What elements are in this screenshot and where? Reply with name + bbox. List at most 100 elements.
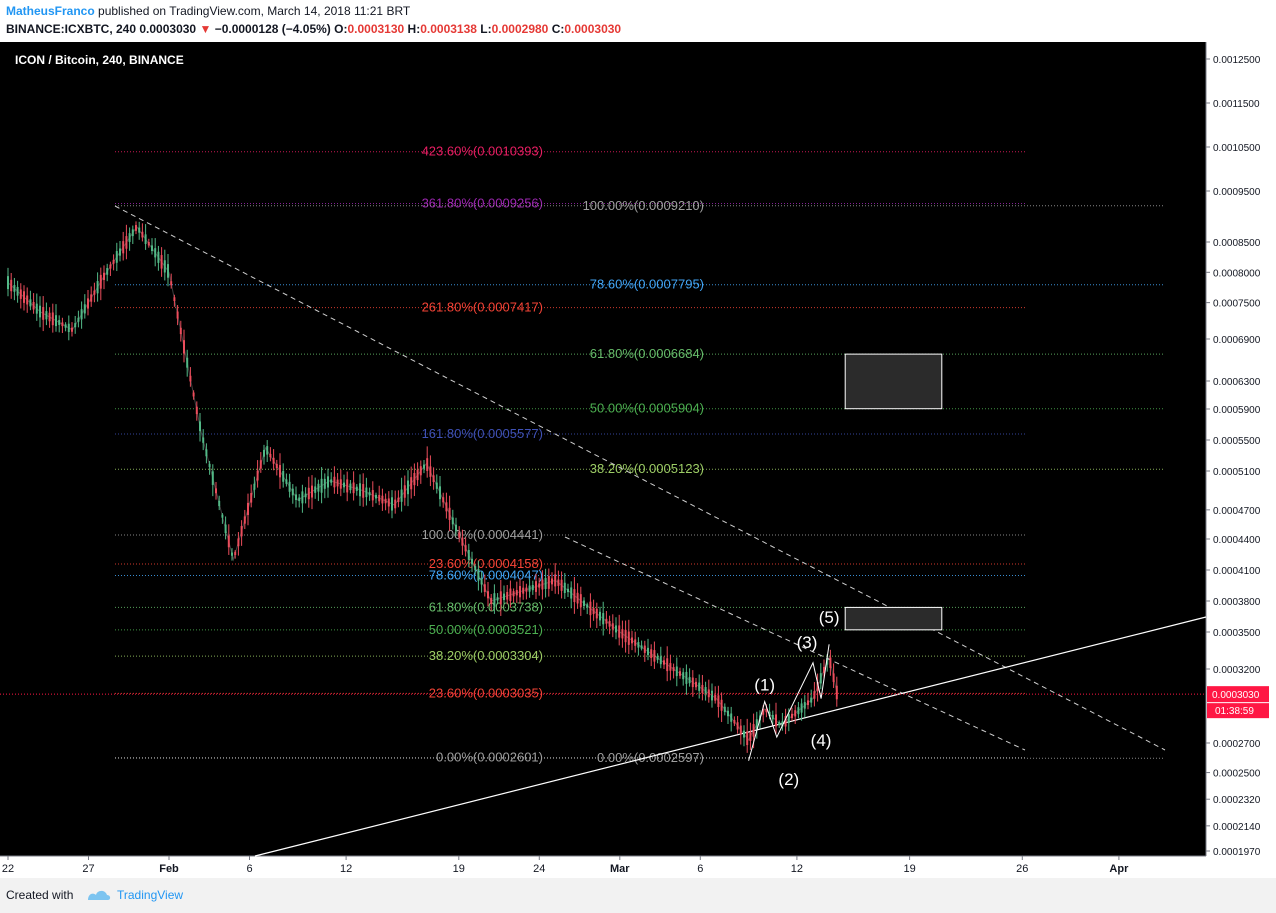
tradingview-logo-icon[interactable] — [86, 886, 112, 904]
candle-body — [179, 327, 182, 335]
candle-body — [554, 574, 557, 587]
candle-body — [810, 697, 813, 703]
candle-body — [199, 421, 201, 432]
last-price-tag: 0.0003030 01:38:59 — [0, 686, 1269, 719]
candle-body — [669, 663, 672, 671]
candle-body — [19, 289, 22, 299]
candle-body — [797, 707, 800, 715]
candle-body — [631, 637, 633, 644]
price-tick-label-16: 0.0003500 — [1213, 628, 1261, 639]
fib-levels: 423.60%(0.0010393) 361.80%(0.0009256) 261.… — [115, 144, 1165, 765]
candle-body — [618, 625, 621, 638]
candle-body — [103, 272, 105, 280]
candle-body — [496, 597, 499, 601]
time-tick-label-6: 24 — [533, 863, 545, 875]
candle-body — [672, 667, 675, 672]
fib-label-right-1: 78.60%(0.0007795) — [590, 277, 704, 292]
candle-body — [157, 251, 160, 263]
candle-body — [835, 685, 838, 700]
candle-body — [816, 681, 819, 692]
candle-body — [167, 264, 169, 278]
candle-body — [307, 487, 310, 500]
candle-body — [208, 463, 211, 468]
trend-lines — [114, 205, 1207, 857]
candle-body — [480, 578, 483, 585]
time-tick-label-4: 12 — [340, 863, 352, 875]
candle-body — [371, 490, 374, 501]
fib-label-upper-3: 161.80%(0.0005577) — [422, 426, 543, 441]
candle-body — [224, 524, 227, 534]
target-box-0 — [844, 353, 943, 410]
candle-body — [749, 732, 752, 742]
candle-body — [794, 710, 797, 717]
candle-body — [301, 491, 304, 504]
price-tick-label-10: 0.0005500 — [1213, 436, 1261, 447]
candle-body — [7, 276, 9, 290]
candle-body — [205, 449, 208, 457]
tradingview-link[interactable]: TradingView — [117, 888, 184, 902]
candle-body — [355, 486, 358, 491]
candle-body — [320, 478, 323, 493]
candle-body — [282, 470, 285, 482]
candle-body — [560, 579, 563, 591]
candle-body — [426, 458, 429, 471]
candle-body — [695, 681, 697, 688]
candle-body — [106, 268, 109, 275]
candle-body — [410, 477, 413, 490]
price-tick-label-7: 0.0006900 — [1213, 335, 1261, 346]
price-chart[interactable]: ICON / Bitcoin, 240, BINANCE 423.60%(0.0… — [0, 42, 1276, 878]
candle-body — [109, 264, 112, 269]
candle-body — [384, 498, 387, 504]
price-tick-label-18: 0.0002700 — [1213, 739, 1261, 750]
candle-body — [400, 489, 403, 502]
candle-body — [483, 584, 486, 592]
candle-body — [487, 591, 489, 599]
candle-body — [256, 470, 259, 481]
candle-body — [781, 721, 784, 727]
candle-body — [381, 495, 384, 504]
candle-body — [359, 483, 361, 497]
fib-label-left-1: 78.60%(0.0004047) — [429, 567, 543, 582]
candle-body — [352, 482, 355, 494]
wave-label-2: (2) — [778, 770, 799, 789]
fib-label-left-4: 38.20%(0.0003304) — [429, 648, 543, 663]
candle-body — [51, 312, 54, 326]
created-with-label: Created with — [6, 888, 74, 902]
candle-body — [403, 485, 406, 498]
candle-body — [288, 481, 291, 492]
price-tick-label-4: 0.0008500 — [1213, 238, 1261, 249]
candle-body — [218, 500, 221, 507]
candle-body — [135, 225, 137, 231]
candle-body — [813, 691, 816, 699]
candle-body — [499, 591, 502, 605]
candle-body — [275, 463, 278, 469]
candle-body — [832, 673, 835, 682]
price-tick-label-17: 0.0003200 — [1213, 665, 1261, 676]
candle-body — [752, 724, 755, 737]
fib-label-upper-1: 361.80%(0.0009256) — [422, 195, 543, 210]
candle-body — [343, 482, 345, 488]
author-link[interactable]: MatheusFranco — [6, 4, 95, 18]
publish-line: MatheusFranco published on TradingView.c… — [6, 4, 410, 18]
time-tick-label-9: 12 — [791, 863, 803, 875]
candle-body — [659, 656, 662, 665]
candle-body — [675, 666, 678, 677]
candle-body — [643, 645, 646, 653]
candle-body — [503, 593, 505, 601]
candle-body — [74, 323, 77, 328]
candle-body — [778, 722, 781, 726]
ohlc-close-label: C: — [551, 22, 565, 36]
fib-label-left-2: 61.80%(0.0003738) — [429, 599, 543, 614]
wave-path — [748, 644, 830, 761]
candle-body — [16, 286, 19, 296]
candle-body — [538, 583, 541, 588]
candle-body — [375, 494, 377, 499]
target-boxes — [844, 353, 943, 631]
candle-body — [576, 592, 579, 604]
candle-body — [595, 608, 598, 619]
candle-body — [627, 631, 630, 645]
candle-body — [771, 714, 774, 720]
price-tick-label-3: 0.0009500 — [1213, 187, 1261, 198]
candle-body — [720, 699, 723, 711]
